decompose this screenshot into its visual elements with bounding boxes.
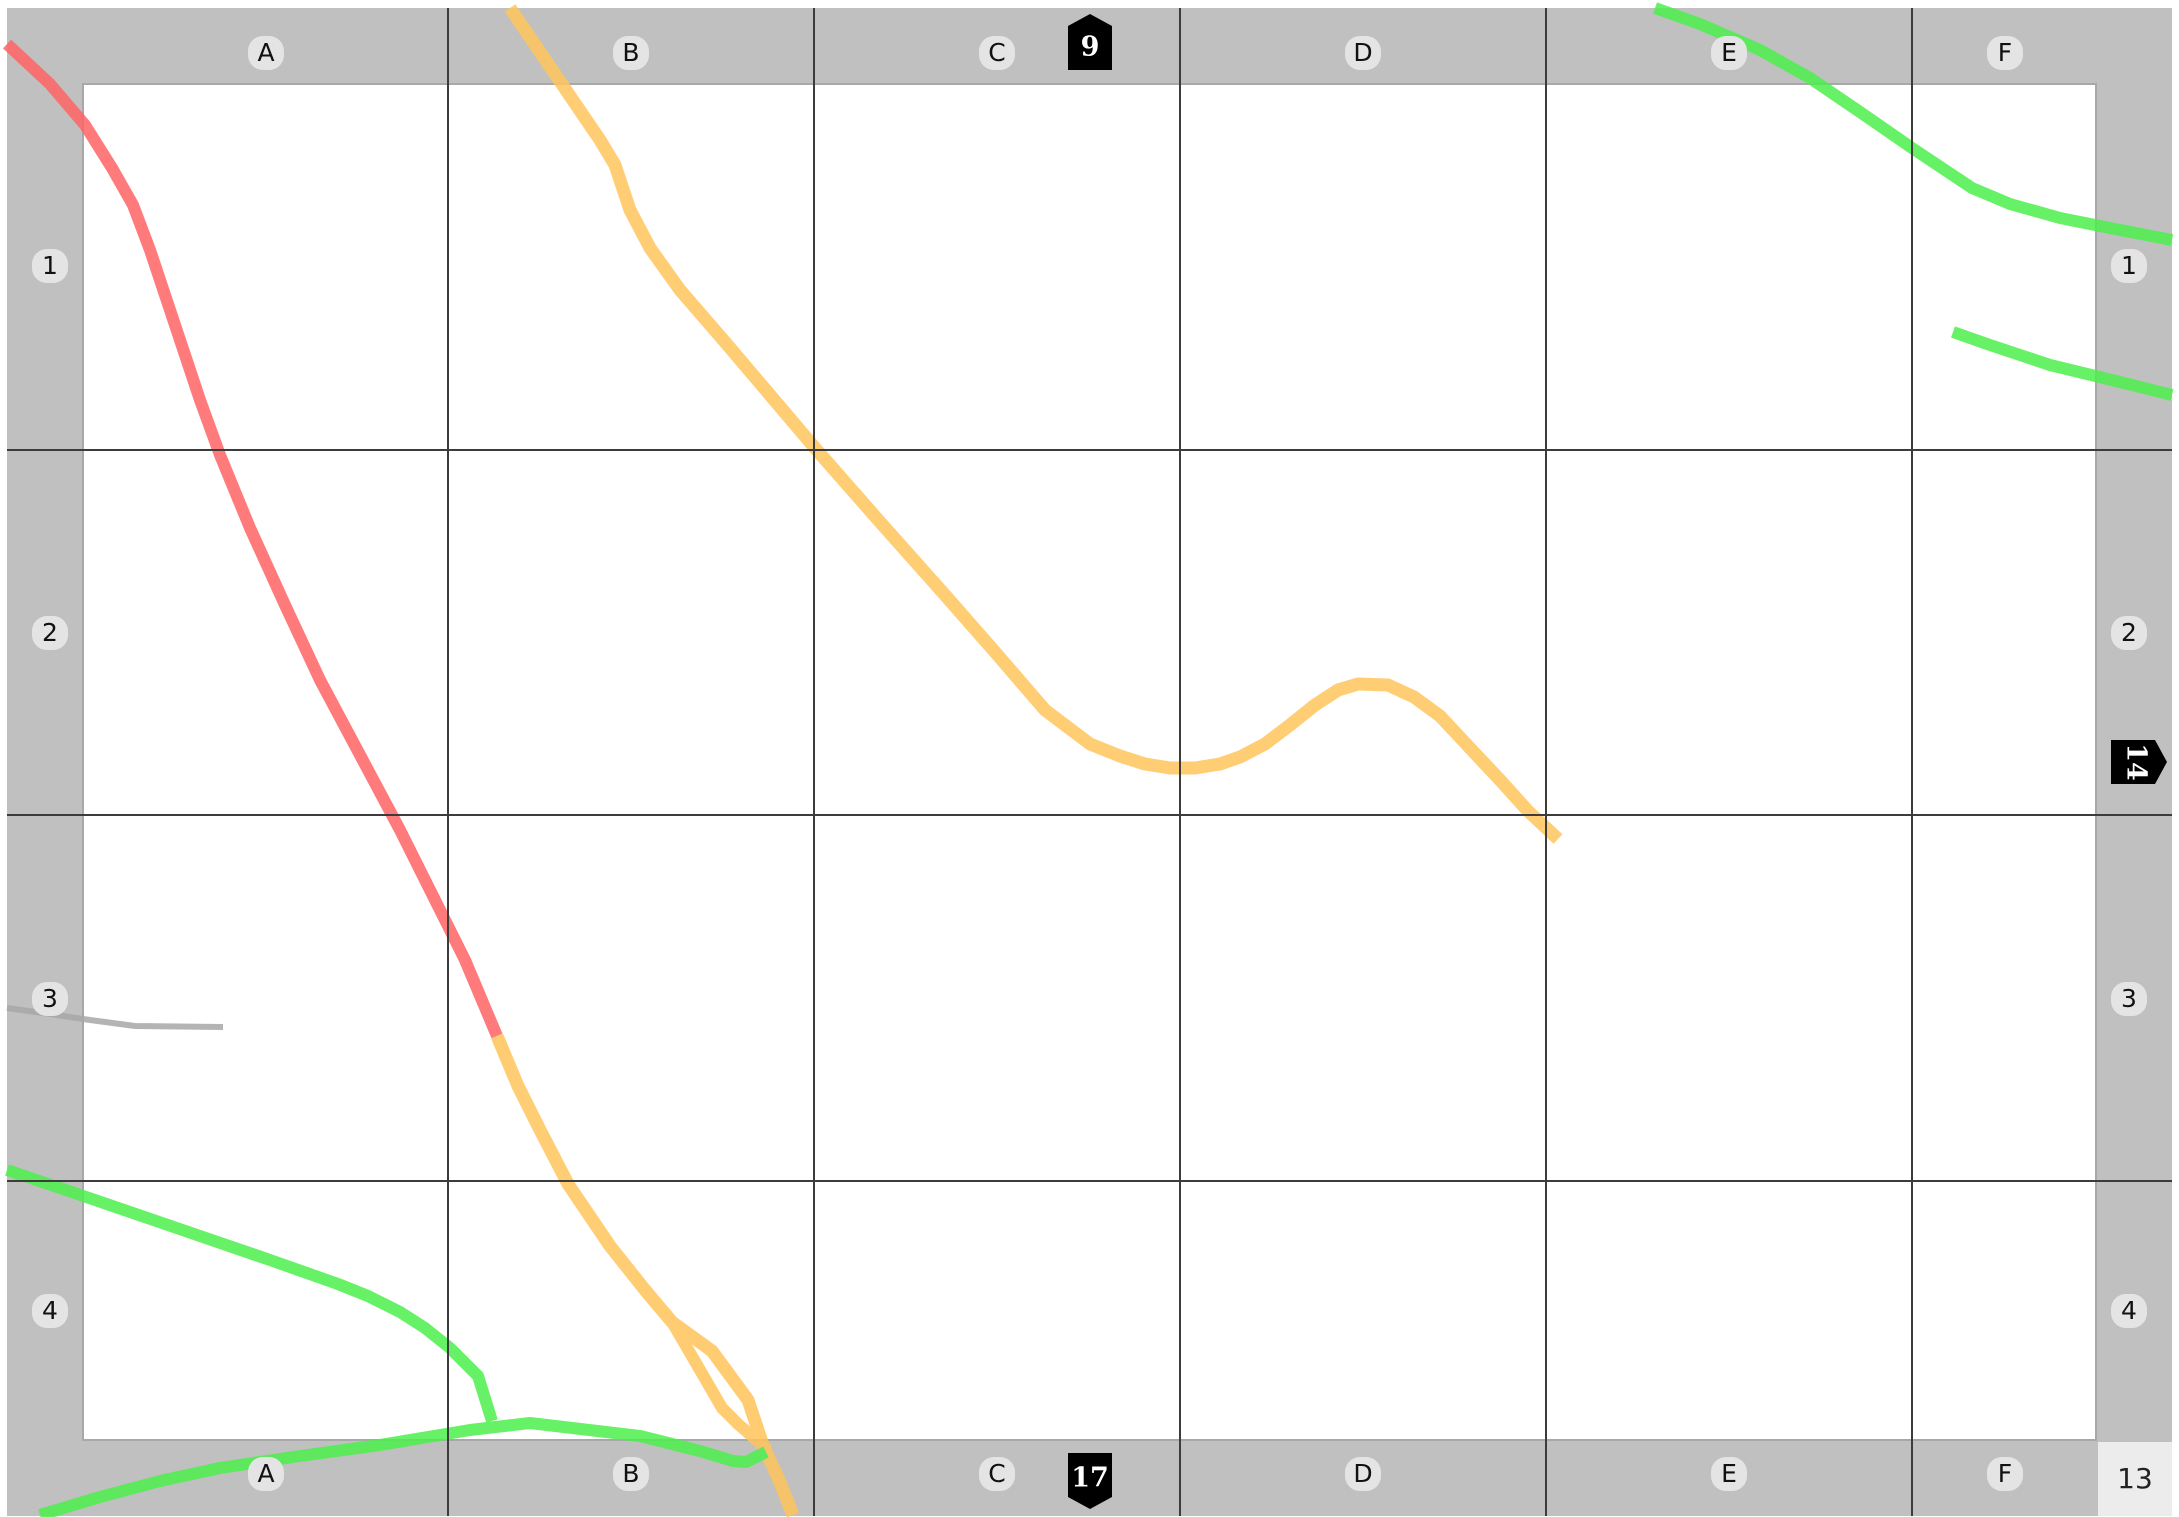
column-label: E [1721, 1459, 1737, 1488]
column-label: F [1998, 38, 2012, 67]
row-label: 2 [42, 618, 58, 647]
column-label: A [257, 1459, 274, 1488]
neighbor-page-east-label: 14 [2121, 743, 2152, 781]
column-labels-top: A B C D E F [248, 36, 2023, 70]
green-road-east [1951, 326, 2174, 401]
page-number-box [2098, 1442, 2172, 1516]
column-label: D [1353, 38, 1372, 67]
minor-road [6, 1005, 224, 1030]
row-label: 2 [2121, 618, 2137, 647]
page-number: 13 [2117, 1462, 2153, 1495]
column-label: B [622, 38, 639, 67]
row-label: 4 [42, 1296, 58, 1325]
row-label: 4 [2121, 1296, 2137, 1325]
row-label: 3 [42, 984, 58, 1013]
row-label: 1 [42, 251, 58, 280]
green-road-south [38, 1417, 769, 1517]
arrow-down-icon [1068, 1453, 1112, 1509]
arrow-right-icon [2111, 740, 2167, 784]
column-label: A [257, 38, 274, 67]
row-label: 1 [2121, 251, 2137, 280]
neighbor-page-north[interactable]: 9 [1068, 14, 1112, 70]
column-label: D [1353, 1459, 1372, 1488]
column-label: C [988, 1459, 1005, 1488]
arrow-up-icon [1068, 14, 1112, 70]
neighbor-page-south[interactable]: 17 [1068, 1453, 1112, 1509]
neighbor-page-north-label: 9 [1081, 32, 1100, 63]
column-label: F [1998, 1459, 2012, 1488]
secondary-road-spur [666, 1318, 772, 1455]
secondary-road [504, 4, 1563, 844]
neighbor-page-south-label: 17 [1071, 1463, 1109, 1494]
map-area [82, 83, 2097, 1441]
green-road-southwest [5, 1164, 498, 1423]
column-labels-bottom: A B C D E F [248, 1457, 2023, 1491]
row-labels-right: 1 2 3 4 [2111, 249, 2147, 1328]
column-label: C [988, 38, 1005, 67]
row-label: 3 [2121, 984, 2137, 1013]
column-label: E [1721, 38, 1737, 67]
row-labels-left: 1 2 3 4 [32, 249, 68, 1328]
grid-lines [7, 8, 2172, 1516]
major-road [2, 39, 503, 1039]
neighbor-page-east[interactable]: 14 [2111, 740, 2167, 784]
column-label: B [622, 1459, 639, 1488]
